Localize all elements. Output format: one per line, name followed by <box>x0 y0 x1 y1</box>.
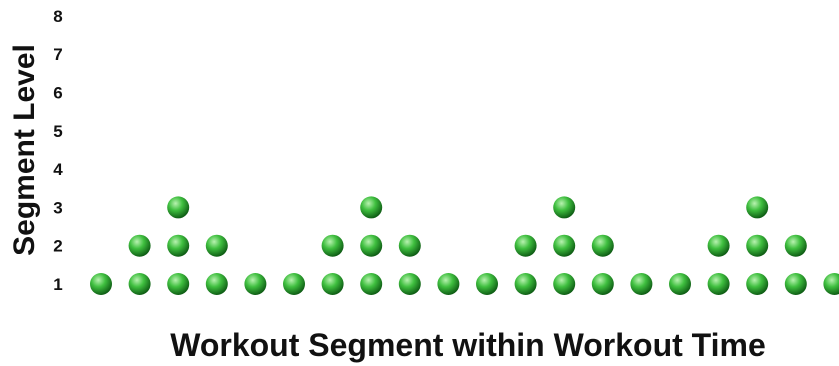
data-point-sphere <box>360 196 383 219</box>
data-point-sphere <box>283 273 305 295</box>
data-point-sphere <box>746 234 769 257</box>
y-tick-label: 5 <box>53 122 62 141</box>
data-point-sphere <box>784 234 807 257</box>
data-point-sphere <box>553 273 576 295</box>
data-point-sphere <box>707 273 730 295</box>
y-tick-label: 7 <box>53 45 62 64</box>
y-tick-label: 4 <box>53 160 63 179</box>
y-tick-label: 8 <box>53 7 62 26</box>
data-point-sphere <box>707 234 730 257</box>
data-point-sphere <box>360 273 383 295</box>
data-point-sphere <box>514 234 537 257</box>
data-point-sphere <box>167 273 190 295</box>
data-point-sphere <box>746 273 769 295</box>
data-point-sphere <box>784 273 807 295</box>
data-point-sphere <box>823 273 839 295</box>
data-point-sphere <box>553 196 576 219</box>
data-point-sphere <box>514 273 537 295</box>
data-point-sphere <box>128 273 151 295</box>
data-point-sphere <box>167 234 190 257</box>
data-point-sphere <box>630 273 653 295</box>
y-tick-label: 2 <box>53 237 62 256</box>
data-point-sphere <box>553 234 576 257</box>
data-point-sphere <box>746 196 769 219</box>
data-point-sphere <box>591 234 614 257</box>
data-point-sphere <box>398 234 421 257</box>
data-point-sphere <box>90 273 112 295</box>
y-axis-title: Segment Level <box>8 44 41 256</box>
data-point-sphere <box>591 273 614 295</box>
x-axis-title: Workout Segment within Workout Time <box>170 327 766 363</box>
data-point-sphere <box>437 273 460 295</box>
data-markers <box>90 196 839 295</box>
data-point-sphere <box>476 273 498 295</box>
data-point-sphere <box>205 234 228 257</box>
data-point-sphere <box>128 234 151 257</box>
data-point-sphere <box>205 273 228 295</box>
data-point-sphere <box>398 273 421 295</box>
y-tick-label: 6 <box>53 84 62 103</box>
data-point-sphere <box>244 273 267 295</box>
data-point-sphere <box>321 234 344 257</box>
data-point-sphere <box>167 196 190 219</box>
data-point-sphere <box>360 234 383 257</box>
data-point-sphere <box>669 273 691 295</box>
y-tick-labels: 1 2 3 4 5 6 7 8 <box>53 7 63 294</box>
y-tick-label: 1 <box>53 275 62 294</box>
y-tick-label: 3 <box>53 198 62 217</box>
data-point-sphere <box>321 273 344 295</box>
